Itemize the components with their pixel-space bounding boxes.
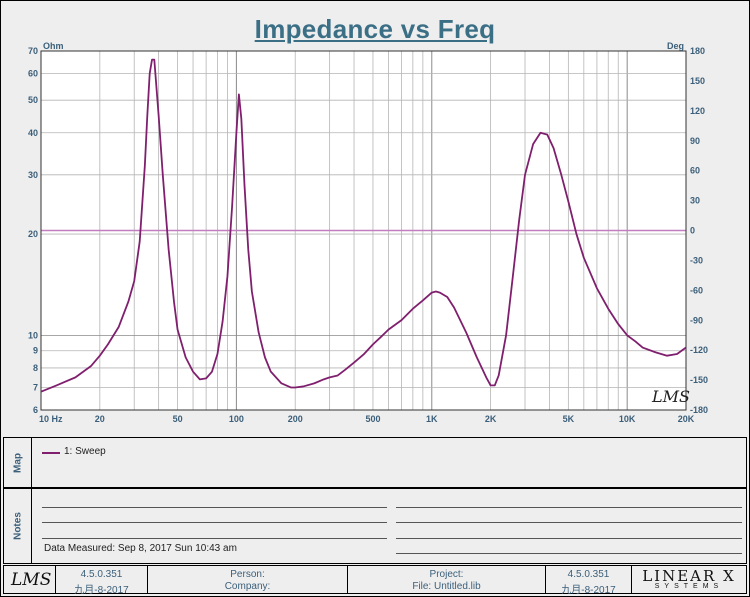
plot-watermark: LMS — [651, 387, 690, 406]
project-label: Project: — [429, 569, 464, 580]
plot-border — [40, 50, 687, 411]
map-label: Map — [12, 452, 23, 473]
systems-text: SYSTEMS — [654, 583, 724, 590]
company-label: Company: — [224, 581, 271, 592]
note-line[interactable] — [396, 522, 742, 523]
y2-tick-label: 180 — [690, 46, 705, 56]
footer-version-cell-left: 4.5.0.351 九月-8-2017 — [56, 566, 148, 596]
x-tick-label: 20 — [95, 414, 105, 424]
y2-tick-label: 120 — [690, 106, 705, 116]
y2-axis-label: Deg — [667, 41, 684, 51]
x-tick-label: 5K — [563, 414, 575, 424]
y2-tick-label: 30 — [690, 196, 700, 206]
notes-panel: Notes Data Measured: Sep 8, 2017 Sun 10:… — [3, 488, 747, 564]
y-tick-label: 60 — [28, 69, 38, 79]
y-tick-label: 6 — [33, 405, 38, 415]
y2-tick-label: -120 — [690, 345, 708, 355]
y-tick-label: 9 — [33, 346, 38, 356]
legend-item[interactable]: 1: Sweep — [64, 446, 106, 457]
y2-tick-label: -90 — [690, 315, 703, 325]
note-line[interactable] — [396, 538, 742, 539]
map-panel: Map 1: Sweep — [3, 437, 747, 488]
y2-tick-label: 150 — [690, 76, 705, 86]
x-tick-label: 20K — [678, 414, 695, 424]
map-label-box: Map — [4, 438, 32, 487]
linear-x-logo: LINEAR X — [642, 567, 736, 585]
note-line[interactable] — [396, 507, 742, 508]
chart-title: Impedance vs Freq — [254, 14, 496, 44]
x-tick-label: 2K — [485, 414, 497, 424]
date-left: 九月-8-2017 — [74, 585, 129, 596]
x-tick-label: 100 — [229, 414, 244, 424]
version-right: 4.5.0.351 — [567, 569, 610, 580]
note-line[interactable] — [42, 507, 387, 508]
y2-tick-label: 90 — [690, 136, 700, 146]
y-tick-label: 8 — [33, 363, 38, 373]
date-measured: Data Measured: Sep 8, 2017 Sun 10:43 am — [44, 543, 237, 554]
y2-tick-label: -30 — [690, 255, 703, 265]
file-label: File: Untitled.lib — [412, 581, 481, 592]
x-tick-label: 10 Hz — [39, 414, 63, 424]
y2-tick-label: -150 — [690, 375, 708, 385]
y-tick-label: 20 — [28, 229, 38, 239]
footer-project-cell: Project: File: Untitled.lib — [348, 566, 546, 593]
footer-person-cell: Person: Company: — [148, 566, 348, 593]
note-line[interactable] — [42, 538, 387, 539]
version-left: 4.5.0.351 — [80, 569, 123, 580]
y-tick-label: 10 — [28, 330, 38, 340]
legend-swatch — [42, 452, 60, 454]
x-tick-label: 500 — [365, 414, 380, 424]
footer-version-cell-right: 4.5.0.351 九月-8-2017 — [546, 566, 632, 596]
footer-logo-cell: LMS — [4, 566, 56, 593]
date-right: 九月-8-2017 — [561, 585, 616, 596]
y-axis-label: Ohm — [43, 41, 64, 51]
footer: LMS 4.5.0.351 九月-8-2017 Person: Company:… — [3, 565, 747, 596]
y-tick-label: 40 — [28, 128, 38, 138]
note-line[interactable] — [42, 522, 387, 523]
x-tick-label: 50 — [173, 414, 183, 424]
person-label: Person: — [230, 569, 265, 580]
x-tick-label: 1K — [426, 414, 438, 424]
y-tick-label: 70 — [28, 46, 38, 56]
notes-label: Notes — [12, 512, 23, 540]
note-line[interactable] — [396, 553, 742, 554]
lms-logo: LMS — [11, 570, 52, 590]
y-tick-label: 50 — [28, 95, 38, 105]
series-line-sweep — [40, 58, 687, 393]
footer-brand-cell: LINEAR X SYSTEMS — [632, 566, 746, 593]
y-tick-label: 30 — [28, 170, 38, 180]
impedance-chart: 6 7 8 9 10 20 30 40 50 60 70 Ohm -180 -150 -120 -90 -60 -… — [28, 41, 708, 424]
y2-tick-label: -180 — [690, 405, 708, 415]
x-tick-label: 200 — [288, 414, 303, 424]
x-tick-label: 10K — [619, 414, 636, 424]
y2-tick-label: -60 — [690, 285, 703, 295]
y-tick-label: 7 — [33, 382, 38, 392]
y2-tick-label: 0 — [690, 226, 695, 236]
notes-label-box: Notes — [4, 489, 32, 563]
y2-tick-label: 60 — [690, 166, 700, 176]
